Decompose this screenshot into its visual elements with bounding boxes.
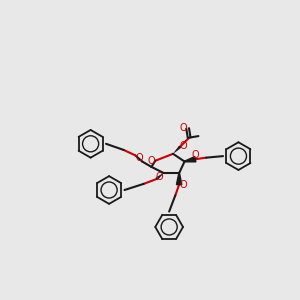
Text: O: O [135, 153, 143, 163]
Polygon shape [184, 157, 196, 162]
Text: O: O [180, 123, 188, 134]
Text: O: O [179, 141, 187, 151]
Polygon shape [176, 173, 182, 184]
Text: O: O [148, 156, 155, 166]
Text: O: O [179, 180, 187, 190]
Text: O: O [191, 150, 199, 160]
Text: O: O [155, 172, 163, 182]
